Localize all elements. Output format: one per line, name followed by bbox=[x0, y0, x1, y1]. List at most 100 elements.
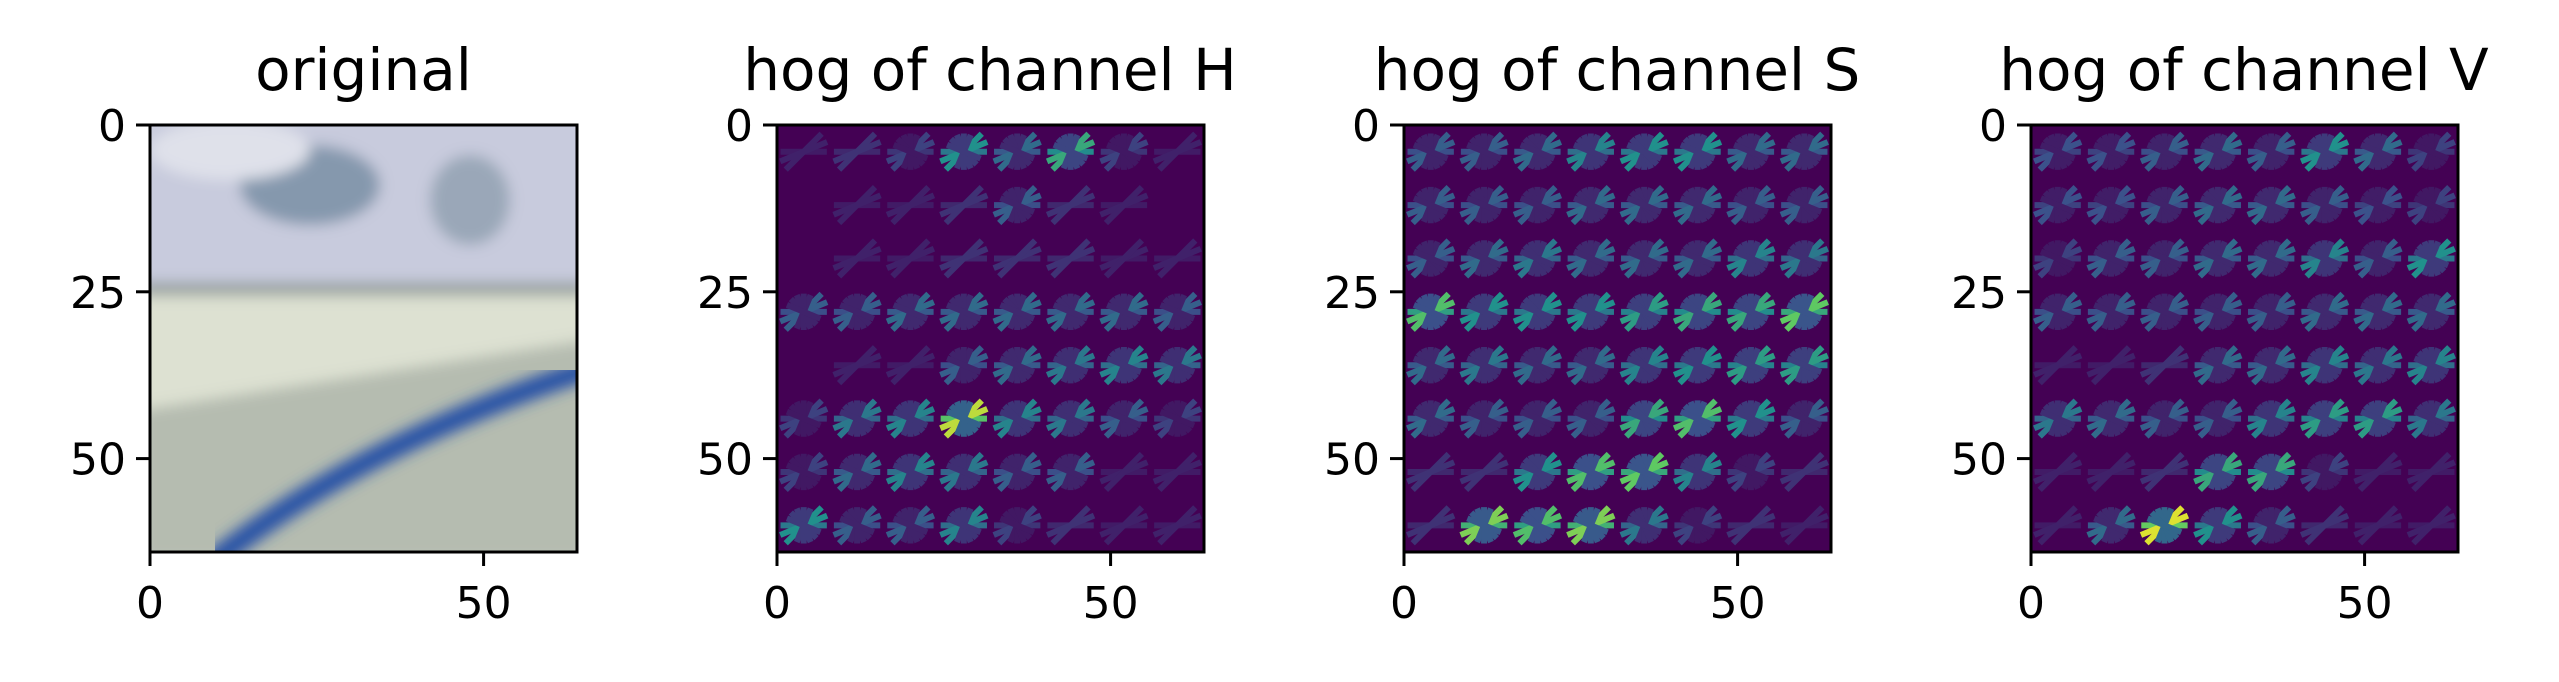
hog-cell-stroke bbox=[1157, 451, 1198, 493]
hog-cell-stroke bbox=[1050, 184, 1091, 226]
hog-cell-stroke bbox=[2093, 408, 2129, 429]
hog-cell-stroke bbox=[1463, 451, 1505, 493]
hog-cell-stroke bbox=[1519, 462, 1556, 482]
hog-cell-stroke bbox=[1626, 141, 1663, 162]
hog-cell-stroke bbox=[2306, 408, 2343, 429]
axes-frame bbox=[2029, 123, 2460, 554]
hog-cell-stroke bbox=[1466, 141, 1502, 162]
hog-cell-stroke bbox=[2146, 302, 2183, 322]
hog-cell-stroke bbox=[1626, 248, 1663, 269]
x-tick-label: 50 bbox=[1710, 578, 1766, 629]
y-tick-label: 25 bbox=[70, 268, 126, 319]
hog-cell-stroke bbox=[1786, 248, 1823, 269]
hog-cell-stroke bbox=[1519, 248, 1556, 269]
hog-cell-stroke bbox=[785, 302, 822, 322]
hog-cell-stroke bbox=[1519, 195, 1556, 215]
x-tick-label: 50 bbox=[456, 578, 512, 629]
photo bbox=[150, 125, 577, 552]
hog-cell-stroke bbox=[1733, 355, 1769, 375]
hog-cell-stroke bbox=[2413, 302, 2450, 322]
photo-cloud bbox=[150, 125, 310, 180]
hog-cell-stroke bbox=[2039, 408, 2076, 429]
axes-frame bbox=[775, 123, 1206, 554]
hog-cell-stroke bbox=[1786, 302, 1823, 322]
hog-cell-stroke bbox=[836, 345, 878, 386]
hog-cell-stroke bbox=[997, 238, 1038, 279]
hog-cell-stroke bbox=[2253, 248, 2290, 269]
hog-cell-stroke bbox=[2093, 302, 2129, 322]
hog-cell-stroke bbox=[1626, 515, 1663, 536]
y-tick-label: 25 bbox=[1324, 268, 1380, 319]
x-tick-label: 50 bbox=[2337, 578, 2393, 629]
hog-cell-stroke bbox=[945, 408, 982, 429]
hog-image bbox=[1404, 125, 1831, 552]
hog-cell-stroke bbox=[890, 184, 931, 226]
panel-title: hog of channel S bbox=[1374, 36, 1861, 104]
hog-cell-stroke bbox=[943, 184, 984, 226]
hog-cell-stroke bbox=[1519, 302, 1556, 322]
panel-title: hog of channel H bbox=[743, 36, 1236, 104]
hog-cell-stroke bbox=[2360, 302, 2396, 322]
panel-hog-s: hog of channel S 0 50 0 25 50 bbox=[1324, 36, 1860, 629]
hog-cell-stroke bbox=[1730, 505, 1772, 546]
x-tick-label: 0 bbox=[1390, 578, 1418, 629]
panel-original: original 0 50 0 25 50 bbox=[70, 36, 579, 629]
hog-cell-stroke bbox=[2304, 505, 2345, 546]
hog-cell-stroke bbox=[1410, 451, 1451, 493]
hog-cell-stroke bbox=[999, 302, 1036, 322]
hog-cell-stroke bbox=[2360, 355, 2396, 375]
hog-cell-stroke bbox=[2199, 141, 2236, 162]
hog-cell-stroke bbox=[1466, 302, 1502, 322]
x-tick-label: 0 bbox=[136, 578, 164, 629]
hog-cell-stroke bbox=[1157, 131, 1198, 172]
hog-cell-stroke bbox=[1052, 302, 1089, 322]
hog-cell-stroke bbox=[1626, 355, 1663, 375]
hog-cell-stroke bbox=[945, 355, 982, 375]
hog-cell-stroke bbox=[945, 141, 982, 162]
hog-cell-stroke bbox=[2093, 248, 2129, 269]
hog-cell-stroke bbox=[2039, 141, 2076, 162]
hog-cell-stroke bbox=[999, 195, 1036, 215]
y-tick-label: 0 bbox=[1979, 101, 2007, 152]
hog-cell-stroke bbox=[2199, 302, 2236, 322]
hog-cell-stroke bbox=[2199, 195, 2236, 215]
hog-cell-stroke bbox=[945, 302, 982, 322]
hog-cell-stroke bbox=[1519, 141, 1556, 162]
y-tick-label: 50 bbox=[697, 435, 753, 486]
hog-cell-stroke bbox=[1159, 302, 1196, 322]
hog-cell-stroke bbox=[1106, 302, 1142, 322]
hog-cell-stroke bbox=[2146, 195, 2183, 215]
hog-image bbox=[2031, 125, 2458, 552]
hog-cell-stroke bbox=[1410, 505, 1451, 546]
hog-cell-stroke bbox=[1519, 515, 1556, 536]
hog-cell-stroke bbox=[785, 462, 822, 482]
hog-cell-stroke bbox=[2037, 451, 2078, 493]
hog-cell-stroke bbox=[1157, 238, 1198, 279]
hog-cell-stroke bbox=[892, 462, 929, 482]
hog-cell-stroke bbox=[2306, 141, 2343, 162]
hog-cell-stroke bbox=[1626, 195, 1663, 215]
hog-cell-stroke bbox=[1159, 355, 1196, 375]
hog-cell-stroke bbox=[1733, 195, 1769, 215]
photo-road bbox=[150, 341, 577, 552]
hog-cell-stroke bbox=[1626, 408, 1663, 429]
hog-cell-stroke bbox=[2411, 451, 2452, 493]
hog-cell-stroke bbox=[1679, 515, 1716, 536]
x-tick-label: 0 bbox=[2017, 578, 2045, 629]
hog-cell-stroke bbox=[2146, 141, 2183, 162]
hog-cell-stroke bbox=[1786, 408, 1823, 429]
hog-cell-stroke bbox=[839, 302, 875, 322]
hog-cell-stroke bbox=[1106, 408, 1142, 429]
hog-cell-stroke bbox=[892, 408, 929, 429]
hog-cell-stroke bbox=[1572, 195, 1609, 215]
hog-cell-stroke bbox=[2306, 302, 2343, 322]
hog-cell-stroke bbox=[1786, 355, 1823, 375]
hog-cell-stroke bbox=[945, 462, 982, 482]
hog-cell-stroke bbox=[1050, 505, 1091, 546]
hog-cell-stroke bbox=[2037, 505, 2078, 546]
hog-cell-stroke bbox=[2253, 515, 2290, 536]
hog-cell-stroke bbox=[2146, 248, 2183, 269]
hog-cell-stroke bbox=[1103, 505, 1145, 546]
hog-cell-stroke bbox=[1572, 248, 1609, 269]
